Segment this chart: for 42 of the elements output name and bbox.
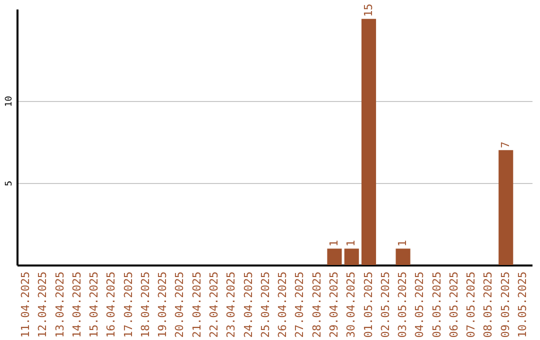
bar [396,248,410,265]
x-tick-label: 24.04.2025 [242,272,255,338]
x-tick-label: 26.04.2025 [276,272,290,338]
x-tick-label: 12.04.2025 [36,272,50,338]
bar [327,248,342,265]
x-tick-label: 16.04.2025 [104,272,118,338]
x-tick-label: 02.05.2025 [378,272,392,338]
x-tick-label: 09.05.2025 [498,272,512,338]
x-tick-label: 22.04.2025 [208,272,221,338]
x-tick-label: 01.05.2025 [362,272,375,338]
x-tick-label: 11.04.2025 [19,272,32,338]
data-label: 7 [498,142,512,148]
x-tick-label: 10.05.2025 [516,272,530,338]
x-tick-label: 25.04.2025 [258,272,272,338]
x-tick-label: 07.05.2025 [464,272,478,338]
x-tick-label: 23.04.2025 [224,272,238,338]
bar [361,18,376,265]
x-tick-label: 27.04.2025 [293,272,306,338]
data-label: 1 [396,240,410,247]
data-label: 1 [327,240,340,247]
y-tick-label: 10 [4,96,14,107]
data-label: 15 [362,4,375,17]
x-tick-label: 20.04.2025 [173,272,186,338]
x-tick-label: 21.04.2025 [190,272,204,338]
x-tick-label: 08.05.2025 [482,272,495,338]
y-tick-label: 5 [4,180,14,186]
data-label: 1 [344,240,358,247]
x-tick-label: 19.04.2025 [156,272,170,338]
x-tick-label: 17.04.2025 [122,272,135,338]
bar [344,248,359,265]
x-tick-label: 28.04.2025 [310,272,324,338]
x-tick-label: 03.05.2025 [396,272,410,338]
x-tick-label: 15.04.2025 [88,272,101,338]
bar [498,150,514,265]
x-tick-label: 14.04.2025 [70,272,84,338]
x-tick-label: 30.04.2025 [344,272,358,338]
x-tick-label: 06.05.2025 [447,272,460,338]
x-tick-label: 18.04.2025 [138,272,152,338]
x-tick-label: 05.05.2025 [430,272,444,338]
x-tick-label: 04.05.2025 [413,272,426,338]
x-tick-label: 13.04.2025 [53,272,66,338]
x-tick-label: 29.04.2025 [327,272,340,338]
